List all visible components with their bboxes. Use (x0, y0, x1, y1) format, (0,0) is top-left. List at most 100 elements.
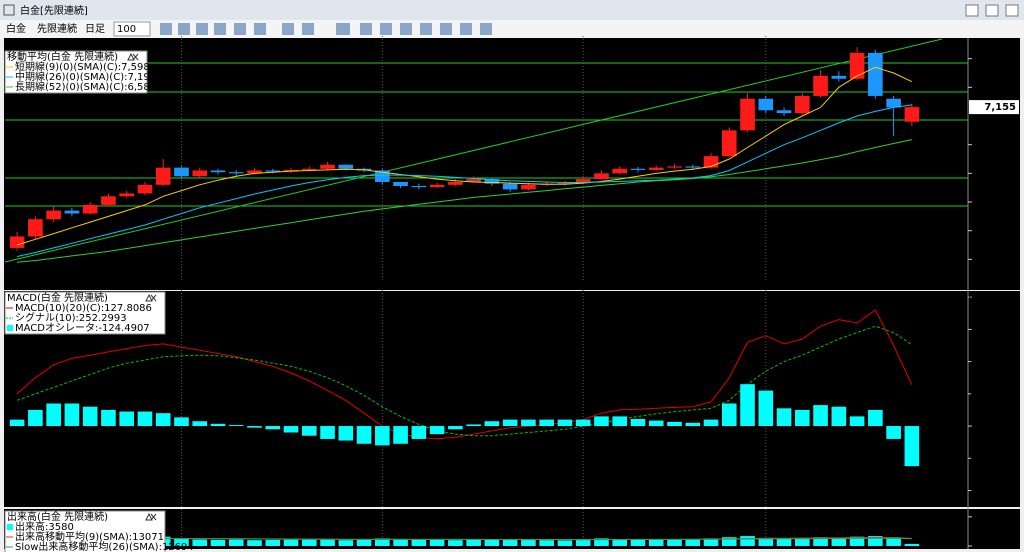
bar (521, 539, 536, 546)
tool-icon[interactable] (400, 23, 412, 35)
bar (393, 426, 408, 444)
candle-body (849, 52, 865, 79)
tool-icon[interactable] (254, 23, 266, 35)
candle-body (210, 170, 226, 173)
info-line: 日付:2025/10/23 始値:6,900 高値:7,216 安値:6,821… (7, 38, 309, 51)
bar (721, 403, 737, 427)
maximize-button[interactable] (985, 4, 999, 17)
bar (429, 539, 445, 546)
tool-icon[interactable] (420, 23, 432, 35)
last-price-label: 7,155 (984, 102, 1016, 113)
tool-icon[interactable] (214, 23, 226, 35)
bar (9, 419, 25, 427)
tool-icon[interactable] (234, 23, 246, 35)
candle-body (648, 167, 664, 170)
candle-body (411, 185, 427, 188)
bar (868, 409, 883, 427)
contract-label[interactable]: 先限連続 (37, 22, 77, 35)
legend-title: 出来高(白金 先限連続) (7, 510, 108, 523)
tool-icon[interactable] (178, 23, 190, 35)
candle-body (484, 179, 500, 184)
bar (338, 426, 354, 441)
tool-icon[interactable] (440, 23, 452, 35)
bar (795, 537, 810, 546)
candle-body (795, 95, 810, 114)
bar (46, 403, 61, 427)
bar (831, 406, 847, 427)
bar (192, 539, 208, 546)
tool-icon[interactable] (196, 23, 208, 35)
candle-body (247, 170, 262, 174)
macd-panel (4, 291, 1020, 507)
candle-body (685, 166, 701, 168)
bar (557, 419, 573, 427)
candle-body (119, 193, 134, 197)
symbol-label[interactable]: 白金 (6, 22, 26, 35)
bar (594, 538, 609, 546)
bar (320, 539, 335, 546)
legend-entry: MACDオシレータ:-124.4907 (15, 322, 150, 334)
x-tick-label: 10 (759, 275, 772, 286)
bar (849, 416, 865, 427)
count-value[interactable]: 100 (117, 24, 136, 35)
candle-body (904, 107, 920, 122)
bar (466, 424, 481, 427)
count-input[interactable] (113, 21, 151, 37)
candle-body (46, 210, 61, 220)
candle-body (448, 181, 463, 185)
bar (283, 426, 299, 433)
window-buttons[interactable] (965, 4, 1019, 17)
tool-icon[interactable] (460, 23, 472, 35)
y-tick-label: 300.0000 (968, 324, 1016, 335)
bar (338, 540, 354, 546)
candle-body (630, 168, 646, 170)
bar (868, 536, 883, 546)
bar (740, 384, 755, 427)
bar (813, 405, 828, 427)
bar (594, 416, 609, 427)
close-button[interactable] (1005, 4, 1019, 17)
period-select[interactable]: 日足 (85, 23, 105, 35)
tool-icon[interactable] (480, 23, 492, 35)
minimize-button[interactable] (965, 4, 979, 17)
toolbar-icons[interactable] (160, 23, 492, 35)
y-tick-label: 50000 (984, 512, 1016, 523)
series-line (16, 66, 913, 246)
candle-body (502, 183, 518, 190)
candle-body (575, 179, 591, 184)
candle-body (740, 98, 755, 131)
tool-icon[interactable] (336, 23, 350, 35)
tool-icon[interactable] (160, 23, 172, 35)
candle-body (192, 170, 208, 177)
bar (685, 539, 701, 546)
candle-body (28, 219, 43, 237)
candle-body (320, 164, 335, 169)
candle-body (393, 181, 408, 186)
y-tick-label: 6,000 (987, 168, 1016, 179)
bar (703, 538, 719, 546)
candle-body (703, 156, 719, 168)
bar (575, 419, 591, 427)
bar (904, 543, 920, 546)
y-tick-label: 5,000 (987, 226, 1016, 237)
candle-body (868, 52, 883, 96)
candle-body (721, 130, 737, 157)
y-tick-label: 0 (1010, 541, 1016, 552)
candle-body (612, 168, 628, 174)
y-tick-label: 5,500 (987, 197, 1016, 208)
y-tick-label: 200.0000 (968, 357, 1016, 368)
bar (667, 539, 682, 546)
tool-icon[interactable] (282, 23, 294, 35)
tool-icon[interactable] (380, 23, 392, 35)
legend-entry: シグナル(10):252.2993 (15, 311, 127, 324)
tool-icon[interactable] (360, 23, 372, 35)
candle-body (429, 184, 445, 188)
bar (301, 426, 317, 436)
candle-body (137, 184, 153, 194)
candle-body (521, 184, 536, 190)
bar (904, 426, 920, 467)
bar (795, 409, 810, 427)
tool-icon[interactable] (302, 23, 314, 35)
bar (648, 539, 664, 546)
bar (630, 539, 646, 546)
